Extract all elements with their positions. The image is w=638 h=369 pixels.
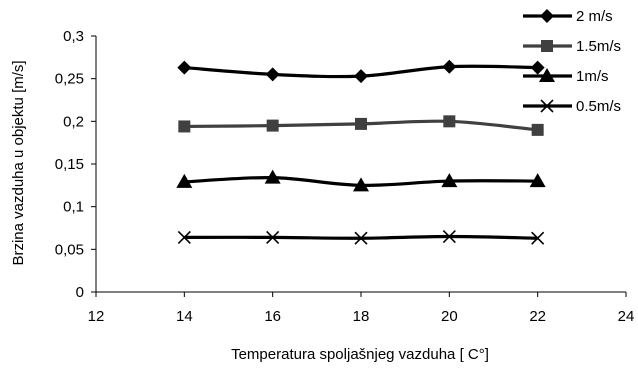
series-layer — [176, 59, 546, 245]
legend-item: 2 m/s — [523, 8, 613, 25]
legend-item: 1.5m/s — [523, 38, 621, 55]
y-tick-label: 0,25 — [55, 71, 84, 88]
series-3 — [177, 229, 545, 245]
legend-label: 0.5m/s — [576, 98, 621, 115]
data-point — [531, 123, 544, 136]
legend-marker — [539, 68, 555, 82]
x-marker-stroke — [266, 230, 280, 244]
legend-label: 1m/s — [576, 68, 609, 85]
legend-marker — [541, 40, 553, 52]
x-tick-label: 18 — [353, 308, 370, 325]
legend-item: 1m/s — [523, 68, 609, 85]
y-tick-label: 0,3 — [63, 28, 84, 45]
x-marker-stroke — [177, 230, 191, 244]
data-point — [266, 119, 279, 132]
series-1 — [178, 115, 544, 136]
x-marker-stroke — [354, 231, 368, 245]
legend-label: 2 m/s — [576, 8, 613, 25]
legend-item: 0.5m/s — [523, 98, 621, 115]
y-axis-title: Brzina vazduha u objektu [m/s] — [10, 60, 27, 265]
series-0 — [177, 59, 545, 84]
data-point — [178, 120, 191, 133]
x-tick-label: 14 — [176, 308, 193, 325]
legend-label: 1.5m/s — [576, 38, 621, 55]
data-point — [353, 177, 369, 192]
x-tick-label: 16 — [264, 308, 281, 325]
y-tick-label: 0,05 — [55, 241, 84, 258]
x-marker-stroke — [540, 99, 554, 113]
x-tick-label: 24 — [618, 308, 635, 325]
legend-marker — [540, 99, 554, 113]
x-tick-label: 20 — [441, 308, 458, 325]
x-marker-stroke — [442, 229, 456, 244]
data-point — [177, 60, 192, 75]
x-marker-stroke — [531, 231, 545, 245]
data-point — [177, 230, 191, 244]
x-tick-label: 22 — [529, 308, 546, 325]
data-point — [264, 169, 281, 184]
legend-marker — [540, 9, 554, 23]
data-point — [442, 229, 456, 244]
data-point — [531, 231, 545, 245]
axes: 12 14 16 18 20 22 24 0 0,05 0,1 0,15 0,2 0,25 0,3 — [55, 28, 635, 325]
data-point — [443, 115, 456, 128]
data-point — [266, 230, 280, 244]
data-point — [530, 60, 545, 75]
x-tick-label: 12 — [88, 308, 105, 325]
y-tick-label: 0,15 — [55, 156, 84, 173]
data-point — [441, 173, 458, 188]
data-point — [176, 173, 193, 188]
data-point — [355, 117, 367, 130]
data-point — [265, 67, 280, 82]
data-point — [442, 59, 457, 74]
data-point — [354, 231, 368, 245]
y-tick-label: 0 — [76, 284, 84, 301]
legend: 2 m/s 1.5m/s 1m/s 0.5m/s — [523, 8, 621, 115]
x-axis-title: Temperatura spoljašnjeg vazduha [ C°] — [231, 346, 489, 363]
y-tick-label: 0,2 — [63, 113, 84, 130]
y-tick-label: 0,1 — [63, 199, 84, 216]
series-2 — [176, 169, 546, 192]
data-point — [354, 69, 368, 84]
data-point — [529, 173, 546, 188]
